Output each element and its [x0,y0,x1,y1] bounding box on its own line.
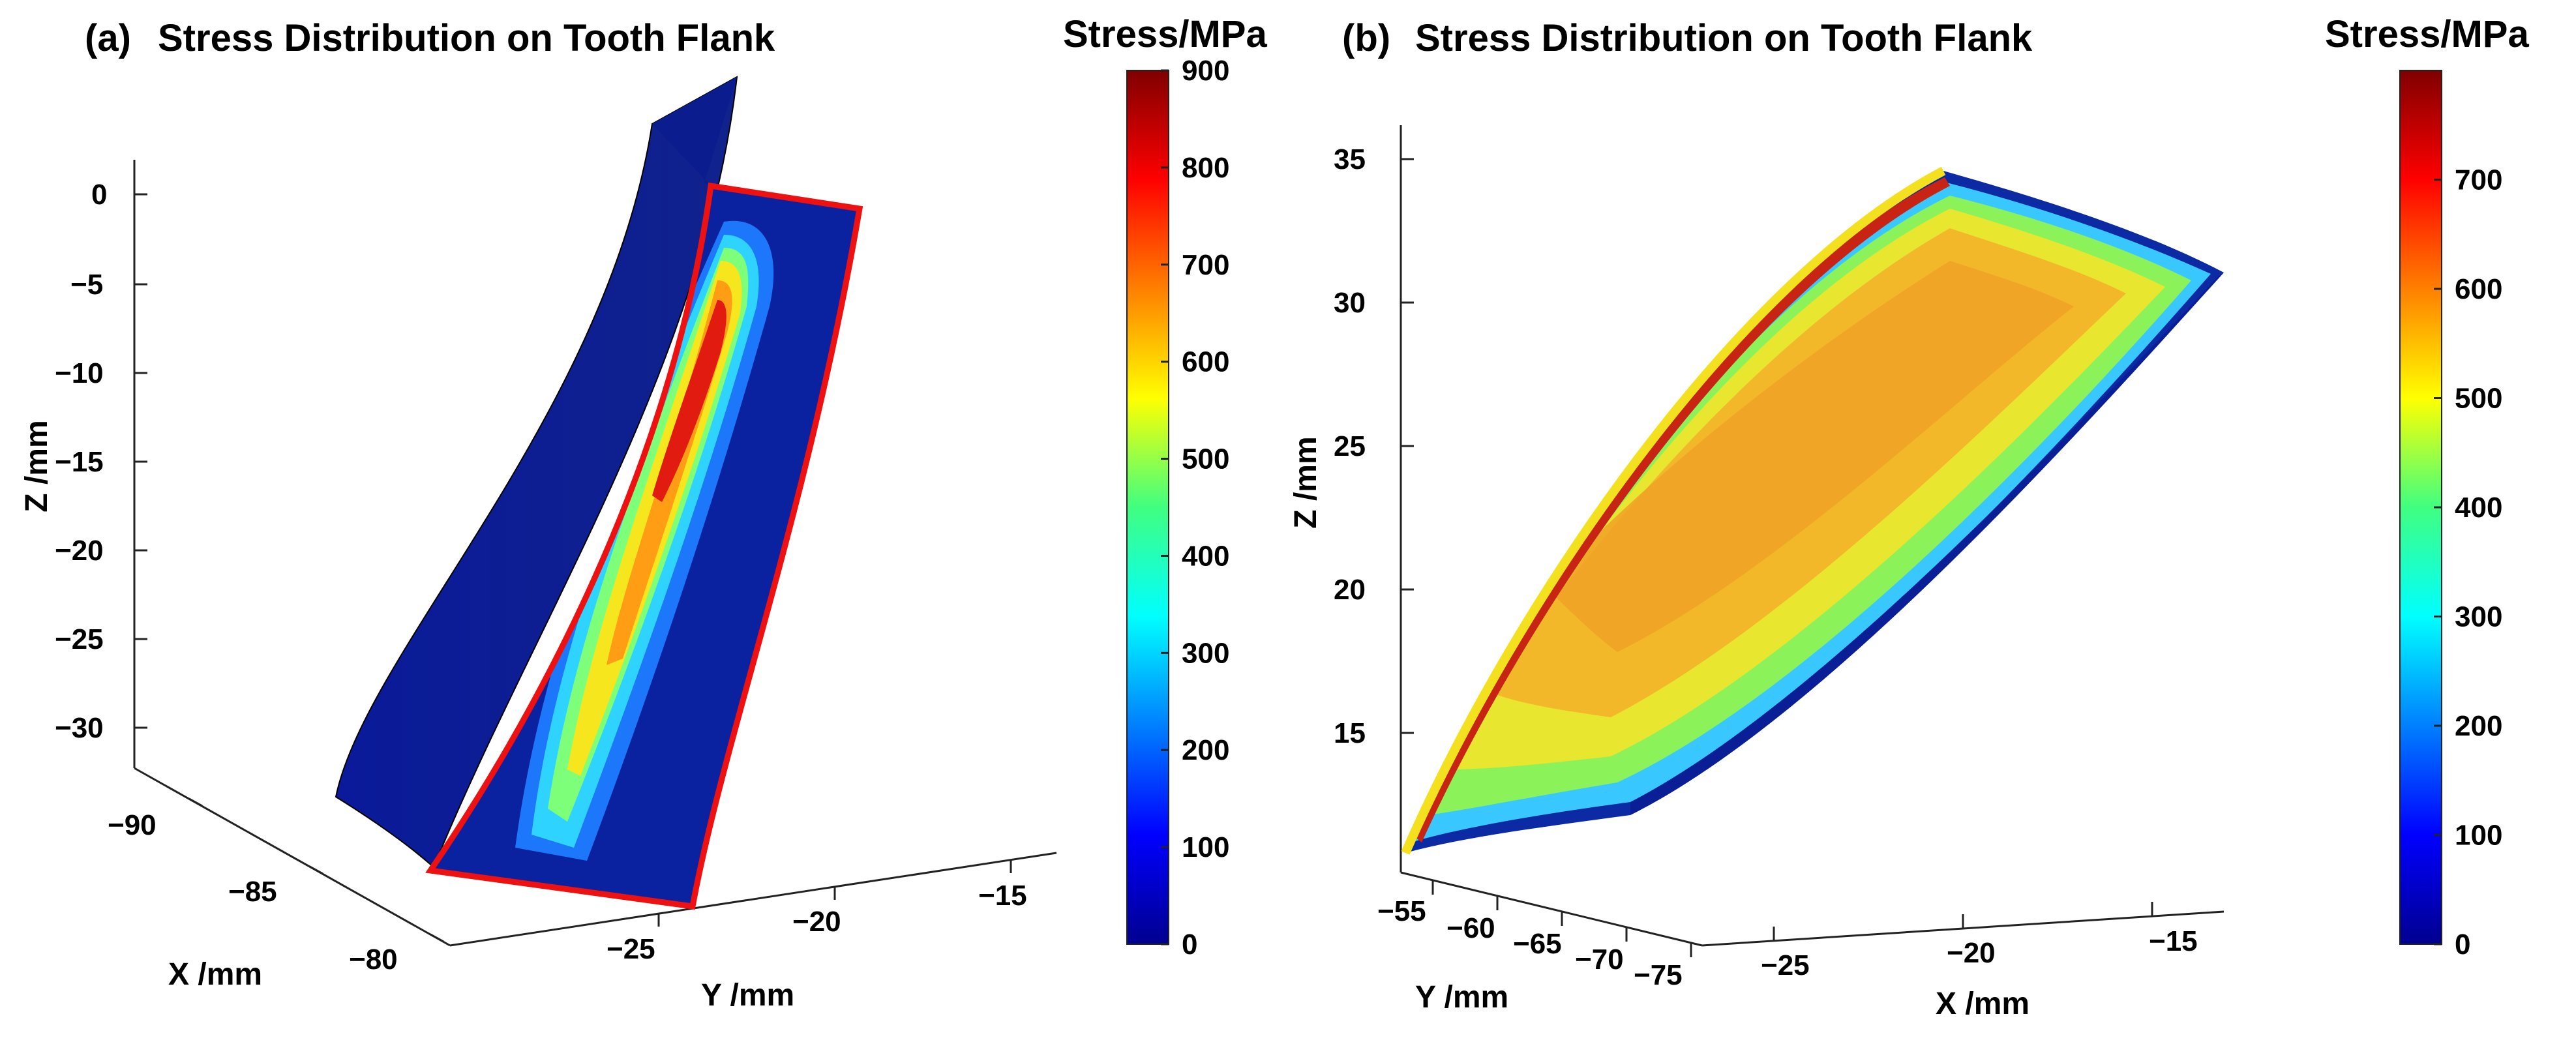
colorbar-tick-label: 200 [2455,710,2502,742]
colorbar-tick-label: 300 [2455,601,2502,633]
panel-a-y-axis [449,852,1057,947]
panel-a-x-label: X /mm [168,957,262,992]
colorbar-tick-label: 700 [2455,164,2502,196]
panel-b-colorbar: Stress/MPa 0 100 200 300 400 500 600 700 [2325,13,2529,960]
panel-a-y-tick: −25 [607,933,655,965]
panel-a-y-tick: −20 [792,906,841,938]
panel-a-x-axis [134,767,451,947]
panel-b-x-tick: −20 [1947,937,1996,969]
panel-b-label: (b) [1342,17,1390,59]
colorbar-tick-label: 0 [2455,929,2470,960]
panel-b-z-tick: 35 [1334,143,1366,175]
panel-b-y-ticks: −55 −60 −65 −70 −75 [1377,880,1692,991]
panel-b-y-tick: −70 [1575,944,1624,975]
panel-a-label: (a) [85,17,131,59]
colorbar-tick-label: 700 [1182,249,1229,281]
panel-b-y-tick: −55 [1377,895,1426,927]
colorbar-tick-label: 600 [1182,346,1229,378]
colorbar-tick-label: 400 [2455,492,2502,524]
panel-b-edge-highlight [1401,166,1946,855]
colorbar-tick-label: 200 [1182,734,1229,766]
colorbar-tick-label: 900 [1182,55,1229,87]
panel-a-z-tick: −30 [55,712,104,744]
panel-b-x-label: X /mm [1936,987,2029,1021]
panel-b-z-ticks: 15 20 25 30 35 [1334,143,1414,749]
panel-b-colorbar-title: Stress/MPa [2325,13,2529,55]
panel-a-z-tick: −10 [55,357,104,389]
panel-b-y-label: Y /mm [1415,980,1508,1015]
colorbar-tick-label: 600 [2455,273,2502,305]
colorbar-tick-label: 0 [1182,929,1197,960]
panel-a-x-tick: −90 [108,809,157,841]
panel-b-x-tick: −25 [1761,949,1810,981]
panel-b-title: Stress Distribution on Tooth Flank [1415,17,2033,59]
panel-a-highlight-box [425,182,863,910]
panel-a-z-tick: 0 [91,179,107,211]
panel-a-x-tick: −85 [228,876,277,908]
panel-a-y-label: Y /mm [701,978,794,1013]
panel-b-z-tick: 25 [1334,430,1366,462]
panel-b: (b) Stress Distribution on Tooth Flank 1… [1289,13,2529,1021]
panel-a-colorbar-strip [1126,70,1169,945]
panel-a-z-label: Z /mm [20,420,54,512]
panel-b-z-tick: 30 [1334,287,1366,319]
panel-a-z-tick: −5 [70,269,103,301]
colorbar-tick-label: 800 [1182,152,1229,184]
panel-b-z-tick: 15 [1334,717,1366,749]
panel-a-x-ticks: −90 −85 −80 [108,797,444,975]
panel-a-x-tick: −80 [349,944,398,975]
panel-a-z-tick: −20 [55,535,104,567]
panel-a-y-tick: −15 [978,880,1027,912]
panel-b-x-ticks: −25 −20 −15 [1761,902,2198,981]
panel-b-z-tick: 20 [1334,574,1366,606]
panel-a-z-ticks: 0 −5 −10 −15 −20 −25 −30 [55,179,147,744]
panel-b-y-tick: −65 [1513,928,1562,960]
panel-a-tooth-tip [652,77,737,186]
colorbar-tick-label: 300 [1182,637,1229,669]
panel-b-y-tick: −60 [1446,912,1495,944]
colorbar-tick-label: 100 [2455,820,2502,852]
panel-b-y-tick: −75 [1634,959,1683,991]
panel-a-colorbar-title: Stress/MPa [1063,13,1267,55]
panel-b-x-tick: −15 [2149,925,2198,957]
colorbar-tick-label: 500 [2455,383,2502,415]
colorbar-tick-label: 500 [1182,443,1229,475]
panel-a-colorbar: Stress/MPa 0 100 200 300 400 500 600 700 800 900 [1063,13,1267,960]
panel-a-z-tick: −25 [55,623,104,655]
colorbar-tick-label: 400 [1182,540,1229,572]
panel-a-y-ticks: −25 −20 −15 [607,860,1027,965]
panel-a-title: Stress Distribution on Tooth Flank [158,17,775,59]
colorbar-tick-label: 100 [1182,831,1229,863]
panel-b-z-label: Z /mm [1289,436,1323,528]
panel-b-y-axis [1400,871,1703,947]
panel-a-z-tick: −15 [55,446,104,478]
panel-a: (a) Stress Distribution on Tooth Flank [20,13,1267,1013]
